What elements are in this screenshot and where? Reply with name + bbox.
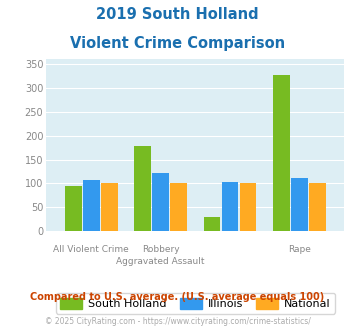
Bar bbox=[273, 75, 290, 231]
Bar bbox=[203, 217, 220, 231]
Text: Rape: Rape bbox=[288, 245, 311, 254]
Text: © 2025 CityRating.com - https://www.cityrating.com/crime-statistics/: © 2025 CityRating.com - https://www.city… bbox=[45, 317, 310, 326]
Bar bbox=[222, 182, 238, 231]
Bar bbox=[65, 186, 82, 231]
Legend: South Holland, Illinois, National: South Holland, Illinois, National bbox=[55, 293, 335, 314]
Bar bbox=[101, 183, 118, 231]
Bar bbox=[309, 183, 326, 231]
Bar bbox=[83, 180, 99, 231]
Text: All Violent Crime: All Violent Crime bbox=[53, 245, 129, 254]
Text: Compared to U.S. average. (U.S. average equals 100): Compared to U.S. average. (U.S. average … bbox=[31, 292, 324, 302]
Bar bbox=[152, 173, 169, 231]
Bar bbox=[240, 183, 256, 231]
Bar bbox=[291, 178, 307, 231]
Text: Aggravated Assault: Aggravated Assault bbox=[116, 257, 205, 266]
Text: Robbery: Robbery bbox=[142, 245, 179, 254]
Text: Violent Crime Comparison: Violent Crime Comparison bbox=[70, 36, 285, 51]
Bar bbox=[134, 146, 151, 231]
Bar bbox=[170, 183, 187, 231]
Text: 2019 South Holland: 2019 South Holland bbox=[96, 7, 259, 21]
